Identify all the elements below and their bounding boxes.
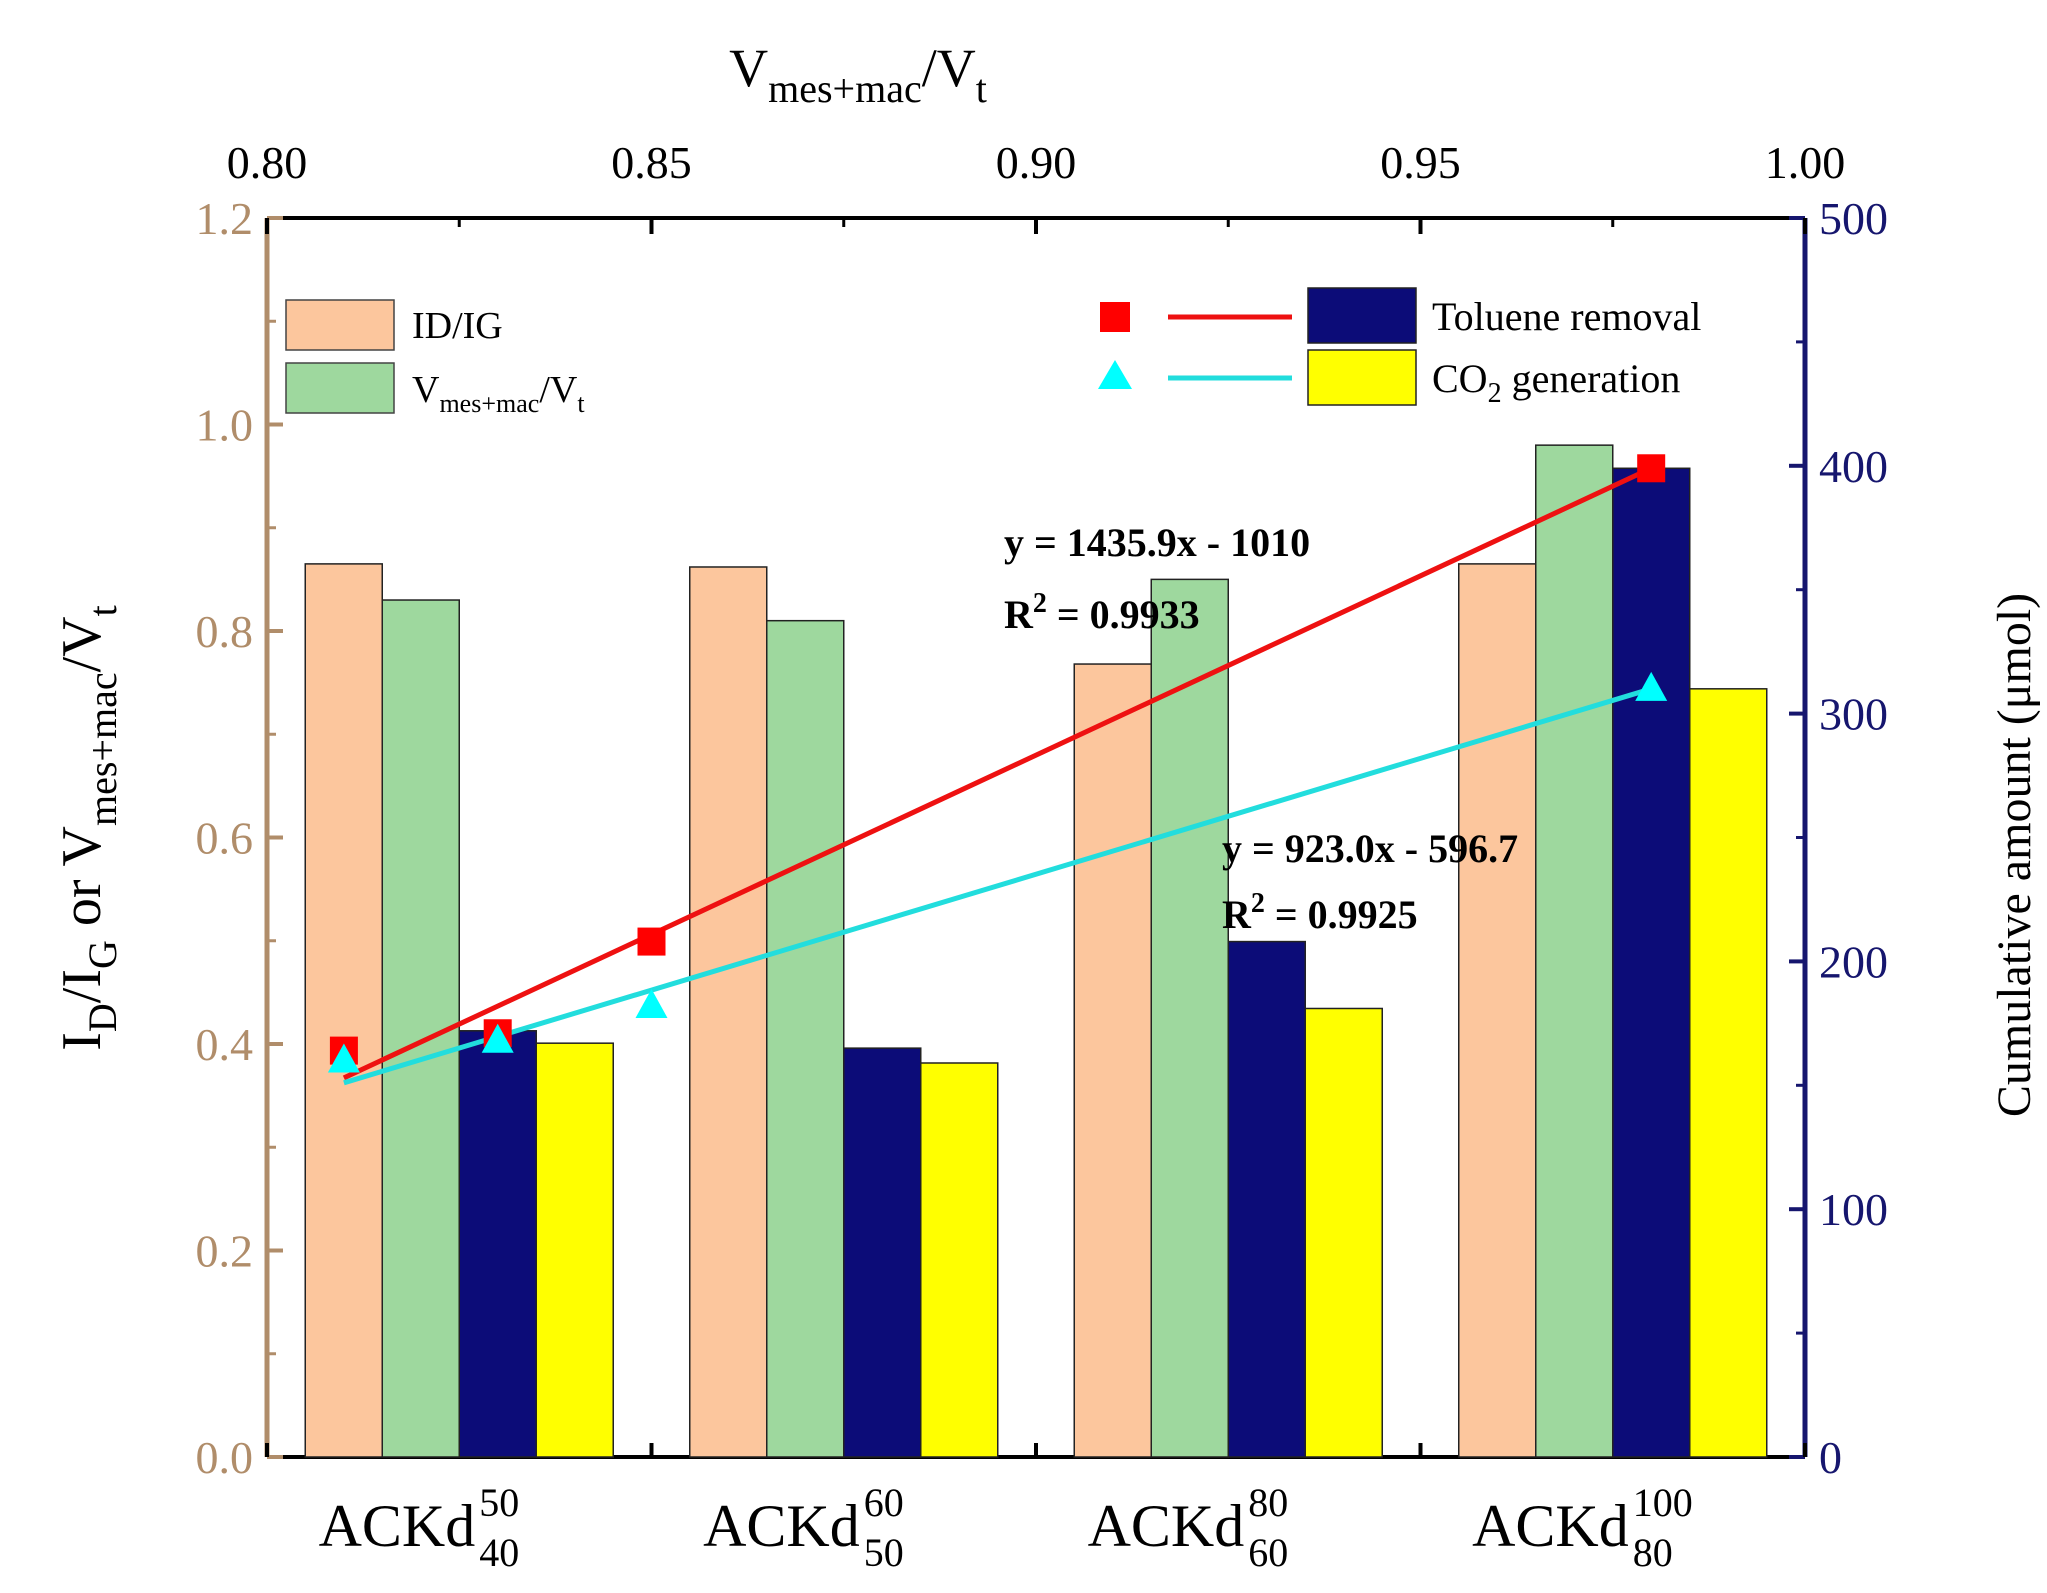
top-axis-title-subscript: mes+mac: [768, 66, 922, 111]
category-label-base: ACKd: [319, 1493, 476, 1559]
bar-id-ig: [1458, 563, 1537, 1458]
fit-line-toluene: [342, 466, 1653, 1081]
fit-line-co2: [343, 686, 1652, 1086]
legend-vmes-subscript: t: [577, 389, 585, 418]
bar-co2: [535, 1042, 614, 1458]
legend-triangle-icon: [1098, 360, 1132, 389]
markers-group: [327, 454, 1668, 1073]
legend-vmes-part: V: [412, 369, 440, 411]
category-label-base: ACKd: [1088, 1493, 1245, 1559]
category-label-subscript: 40: [479, 1530, 519, 1575]
legend-label-co2: CO2 generation: [1432, 356, 1680, 409]
right-tick-label: 500: [1819, 193, 1888, 244]
bar-id-ig: [689, 566, 768, 1458]
left-axis-title: ID/IG or Vmes+mac/Vt: [51, 605, 125, 1050]
legend-label-vmes: Vmes+mac/Vt: [412, 369, 585, 418]
category-label-subscript: 60: [1248, 1530, 1288, 1575]
fit-lines-group: [342, 466, 1653, 1086]
category-label-subscript: 80: [1633, 1530, 1673, 1575]
legend-swatch-vmes: [285, 362, 395, 414]
bar-toluene: [1227, 940, 1306, 1458]
legend-co2-part: generation: [1502, 356, 1681, 401]
r2-superscript: 2: [1033, 588, 1047, 619]
left-tick-label: 0.4: [196, 1019, 254, 1070]
legend-vmes-subscript: mes+mac: [439, 389, 539, 418]
fit-r2-co2: R2 = 0.9925: [1222, 888, 1418, 937]
right-tick-label: 300: [1819, 689, 1888, 740]
top-tick-label: 0.95: [1380, 137, 1461, 188]
bar-co2: [1304, 1007, 1383, 1458]
left-tick-label: 0.6: [196, 813, 254, 864]
legend-vmes-part: /V: [539, 369, 578, 411]
top-axis-title: Vmes+mac/Vt: [729, 38, 987, 111]
legend-square-icon: [1100, 302, 1130, 332]
legend-co2-part: CO: [1432, 356, 1488, 401]
right-tick-label: 0: [1819, 1432, 1842, 1483]
category-label-superscript: 50: [479, 1480, 519, 1525]
category-label-superscript: 60: [864, 1480, 904, 1525]
fit-r2-toluene: R2 = 0.9933: [1004, 588, 1200, 637]
bar-id-ig: [304, 563, 383, 1458]
left-tick-label: 0.8: [196, 606, 254, 657]
bar-id-ig: [1073, 663, 1152, 1458]
left-axis-title-subscript: mes+mac: [80, 672, 125, 826]
legend-label-id-ig: ID/IG: [412, 305, 503, 347]
top-tick-label: 1.00: [1765, 137, 1846, 188]
legend-co2-subscript: 2: [1488, 378, 1502, 409]
top-axis-title-subscript: t: [976, 66, 987, 111]
top-tick-label: 0.80: [227, 137, 308, 188]
marker-square-toluene: [1637, 454, 1666, 483]
fit-r2-value-toluene: = 0.9933: [1047, 592, 1200, 637]
left-axis-title-subscript: G: [80, 940, 125, 969]
left-tick-label: 0.0: [196, 1432, 254, 1483]
bar-toluene: [1612, 467, 1691, 1458]
top-tick-label: 0.90: [996, 137, 1077, 188]
r2-superscript: 2: [1251, 888, 1265, 919]
marker-triangle-co2: [635, 989, 668, 1019]
right-axis-title: Cumulative amount (μmol): [1988, 593, 2041, 1117]
category-label-base: ACKd: [1472, 1493, 1629, 1559]
top-axis-title-part: /V: [922, 38, 976, 98]
legend-swatch-toluene: [1307, 287, 1417, 344]
left-tick-label: 1.2: [196, 193, 254, 244]
bar-vmes: [1150, 578, 1229, 1458]
category-label-superscript: 80: [1248, 1480, 1288, 1525]
left-axis-title-part: /I: [51, 969, 113, 1003]
category-label-subscript: 50: [864, 1530, 904, 1575]
fit-equation-toluene: y = 1435.9x - 1010: [1004, 520, 1310, 565]
legend-swatch-id-ig: [285, 299, 395, 351]
marker-triangle-co2: [1635, 671, 1668, 701]
right-tick-label: 400: [1819, 441, 1888, 492]
category-label-superscript: 100: [1633, 1480, 1693, 1525]
left-axis-title-subscript: t: [80, 605, 125, 616]
right-tick-label: 200: [1819, 936, 1888, 987]
top-tick-label: 0.85: [611, 137, 692, 188]
left-axis-title-subscript: D: [80, 1003, 125, 1032]
marker-triangle-co2: [327, 1043, 360, 1073]
bar-vmes: [1535, 444, 1614, 1458]
left-tick-label: 1.0: [196, 400, 254, 451]
fit-equation-co2: y = 923.0x - 596.7: [1222, 826, 1518, 871]
bars-group: [304, 444, 1768, 1458]
right-tick-label: 100: [1819, 1184, 1888, 1235]
left-axis-title-part: I: [51, 1032, 113, 1051]
fit-r2-value-co2: = 0.9925: [1265, 892, 1418, 937]
left-tick-label: 0.2: [196, 1226, 254, 1277]
legend-label-toluene: Toluene removal: [1432, 294, 1701, 339]
bar-vmes: [766, 619, 845, 1458]
top-axis-title-part: V: [729, 38, 768, 98]
bar-co2: [1689, 688, 1768, 1458]
bar-co2: [920, 1062, 999, 1458]
bar-toluene: [458, 1030, 537, 1458]
left-axis-title-part: or V: [51, 826, 113, 940]
bar-toluene: [843, 1047, 922, 1458]
legend-swatch-co2: [1307, 349, 1417, 406]
marker-triangle-co2: [481, 1023, 514, 1053]
axis-ticks-group: 0.0 0.2 0.4 0.6 0.8 1.0 1.2 0 100 200 300 400 500 0.8…: [196, 137, 1889, 1483]
marker-square-toluene: [637, 927, 666, 956]
category-label-base: ACKd: [703, 1493, 860, 1559]
left-axis-title-part: /V: [51, 616, 113, 672]
